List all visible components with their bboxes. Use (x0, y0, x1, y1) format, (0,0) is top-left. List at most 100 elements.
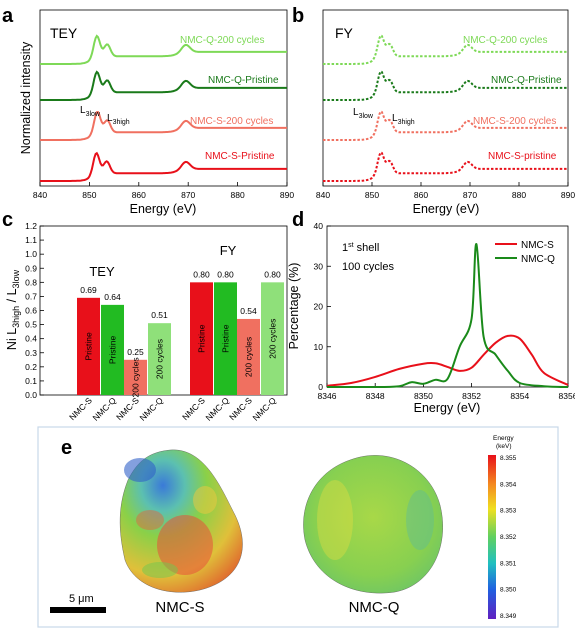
panel-a-corner-label: TEY (50, 25, 78, 41)
panel-a-ann-l3high-sub: 3high (113, 119, 130, 126)
colorbar-tick-label: 8.351 (500, 560, 517, 567)
panel-d-x-tick-label: 8346 (318, 391, 337, 401)
panel-c-letter: c (2, 209, 13, 231)
panel-b-x-label: Energy (eV) (413, 202, 480, 216)
panel-c-y-tick-label: 1.2 (25, 221, 37, 231)
panel-d-y-tick-label: 30 (314, 261, 324, 271)
panel-c-bar-inner-label: Pristine (84, 332, 94, 361)
panel-c-x-category-label: NMC-Q (137, 395, 165, 423)
panel-d-letter: d (292, 209, 304, 231)
panel-b-x-tick-label: 860 (414, 190, 428, 200)
scale-bar-label: 5 μm (69, 593, 94, 605)
panel-c-x-category-label: NMC-S (227, 395, 254, 422)
scale-bar (50, 607, 106, 613)
panel-d-y-tick-label: 0 (318, 382, 323, 392)
panel-c-bar-value-label: 0.80 (217, 269, 234, 279)
panel-c-bar (214, 282, 237, 395)
panel-c-y-tick-label: 1.1 (25, 235, 37, 245)
colorbar-tick-label: 8.355 (500, 455, 517, 462)
panel-a-series-label: NMC-S-Pristine (205, 151, 275, 162)
panel-c-x-category-label: NMC-S (180, 395, 207, 422)
panel-c-bar-value-label: 0.64 (104, 292, 121, 302)
panel-c-bar (124, 359, 147, 395)
panel-a-x-tick-label: 850 (82, 190, 96, 200)
panel-a-x-tick-label: 880 (231, 190, 245, 200)
panel-d-y-label: Percentage (%) (287, 263, 301, 350)
panel-a-series-label: NMC-Q-Pristine (208, 75, 279, 86)
panel-b-ann-l3low-sub: 3low (359, 113, 374, 120)
panel-d-legend: NMC-S NMC-Q (495, 240, 555, 265)
colorbar-tick-label: 8.352 (500, 534, 517, 541)
panel-c-group-fy: FY (220, 243, 237, 258)
panel-a-series-line (40, 70, 287, 101)
panel-c-bar-value-label: 0.80 (193, 269, 210, 279)
panel-c-x-category-label: NMC-Q (203, 395, 231, 423)
panel-c-y-label-mid: / L (5, 288, 19, 305)
nmc-s-particle-image (119, 449, 243, 593)
panel-a-frame (39, 9, 288, 187)
panel-c-y-tick-label: 0.9 (25, 263, 37, 273)
panel-b-series-label: NMC-Q-Pristine (491, 75, 562, 86)
panel-d-y-tick-label: 10 (314, 342, 324, 352)
panel-a-x-tick-label: 870 (181, 190, 195, 200)
panel-b: b FY Energy (eV) 840 850 860 870 880 890 NMC-… (292, 5, 575, 216)
panel-a-x-tick-label: 840 (33, 190, 47, 200)
panel-c-y-tick-label: 0.4 (25, 334, 37, 344)
panel-c-bar-inner-label: Pristine (221, 324, 231, 353)
panel-b-series-label: NMC-S-200 cycles (473, 116, 556, 127)
panel-d-ann1-post: shell (354, 242, 380, 254)
panel-e-frame (37, 426, 559, 628)
panel-c-bar-value-label: 0.69 (80, 285, 97, 295)
panel-c-bar (101, 304, 124, 395)
nmc-s-image-label: NMC-S (155, 599, 204, 616)
panel-a-letter: a (2, 5, 14, 27)
colorbar-tick-label: 8.349 (500, 613, 517, 620)
panel-d-x-tick-label: 8352 (462, 391, 481, 401)
panel-c-bar (261, 282, 284, 395)
panel-d-y-tick-label: 20 (314, 302, 324, 312)
panel-c-y-tick-label: 1.0 (25, 249, 37, 259)
panel-c-bar (190, 282, 213, 395)
panel-b-corner-label: FY (335, 25, 354, 41)
panel-b-letter: b (292, 5, 304, 27)
panel-a-series-line (40, 34, 287, 65)
panel-c-y-tick-label: 0.2 (25, 362, 37, 372)
panel-c-y-label-main: Ni L (5, 328, 19, 350)
panel-c-bar-value-label: 0.80 (264, 269, 281, 279)
panel-b-curves: NMC-Q-200 cycles NMC-Q-Pristine NMC-S-200 … (323, 34, 568, 182)
panel-c-bars: 0.69 Pristine NMC-S 0.64 Pristine NMC-Q 0.25 20… (67, 269, 284, 423)
panel-a-series-label: NMC-Q-200 cycles (180, 35, 264, 46)
panel-a-ann-l3high: L3high (107, 113, 130, 126)
panel-c-bar-value-label: 0.25 (127, 347, 144, 357)
panel-c-x-category-label: NMC-S (114, 395, 141, 422)
panel-a: a TEY Normalized intensity Energy (eV) 8… (2, 5, 294, 216)
panel-b-series-line (323, 110, 568, 141)
panel-b-series-line (323, 70, 568, 101)
panel-b-ann-l3high: L3high (392, 113, 415, 126)
panel-a-series-label: NMC-S-200 cycles (190, 116, 273, 127)
nmc-q-particle-image (303, 455, 443, 594)
colorbar-title-1: Energy (493, 435, 514, 442)
panel-d-ann1-sup: st (348, 242, 354, 249)
panel-c-x-category-label: NMC-Q (90, 395, 118, 423)
panel-a-series-line (40, 111, 287, 141)
panel-c-bar-inner-label: 200 cycles (155, 339, 165, 379)
panel-a-x-label: Energy (eV) (130, 202, 197, 216)
panel-d: d 8346 8348 8350 8352 8354 8356 0 10 20 30 40 Perc… (287, 209, 575, 415)
panel-b-ann-l3low-main: L (353, 107, 359, 118)
panel-b-frame (322, 9, 569, 187)
colorbar (488, 455, 496, 619)
panel-c-bar (148, 323, 171, 395)
panel-d-x-tick-label: 8356 (559, 391, 575, 401)
panel-a-x-ticks: 840 850 860 870 880 890 (33, 182, 294, 200)
panel-d-annotation-1: 1st shell (342, 242, 379, 254)
panel-c-bar-inner-label: 200 cycles (268, 319, 278, 359)
panel-c-y-tick-label: 0.7 (25, 291, 37, 301)
panel-c-y-tick-label: 0.3 (25, 348, 37, 358)
panel-d-y-tick-label: 40 (314, 221, 324, 231)
panel-a-ann-l3low-main: L (80, 105, 86, 116)
panel-e: e (37, 426, 559, 628)
panel-d-series-line (326, 243, 569, 389)
panel-d-x-tick-label: 8348 (366, 391, 385, 401)
panel-b-series-line (323, 34, 568, 65)
